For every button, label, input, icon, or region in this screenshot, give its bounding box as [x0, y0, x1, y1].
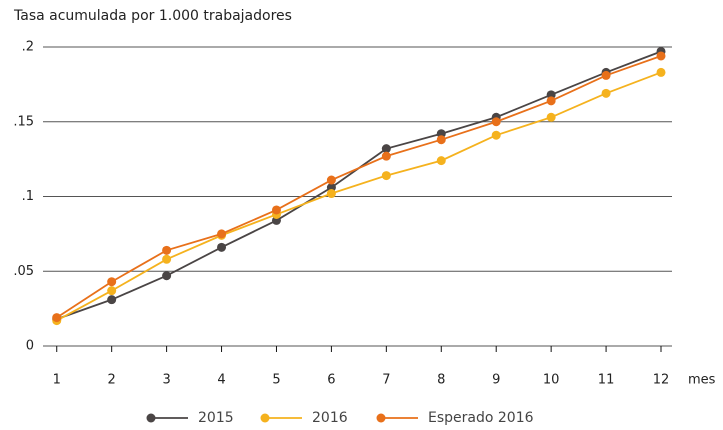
x-tick-label: 3	[162, 373, 170, 388]
data-point	[217, 242, 227, 252]
x-tick-label: 9	[492, 373, 500, 388]
legend-label: Esperado 2016	[428, 410, 534, 426]
y-tick-label: .15	[13, 114, 34, 129]
x-tick-label: 1	[53, 373, 61, 388]
data-point	[162, 245, 172, 255]
data-point	[656, 67, 666, 77]
x-axis-label: mes	[688, 373, 716, 388]
y-tick-label: .1	[22, 189, 34, 204]
legend-label: 2016	[312, 410, 348, 426]
data-point	[436, 156, 446, 166]
data-point	[436, 135, 446, 145]
legend-marker	[260, 413, 270, 423]
x-tick-label: 6	[327, 373, 335, 388]
data-point	[381, 171, 391, 181]
series-line	[56, 71, 662, 322]
y-tick-label: .05	[13, 264, 34, 279]
x-tick-label: 2	[108, 373, 116, 388]
x-tick-label: 10	[543, 373, 560, 388]
data-point	[326, 175, 336, 185]
data-point	[381, 144, 391, 154]
data-point	[381, 151, 391, 161]
y-tick-label: .2	[22, 40, 34, 55]
data-point	[601, 70, 611, 80]
data-point	[107, 295, 117, 305]
data-point	[217, 229, 227, 239]
x-tick-label: 11	[598, 373, 615, 388]
data-point	[52, 313, 62, 323]
data-point	[271, 205, 281, 215]
y-tick-label: 0	[26, 339, 34, 354]
data-point	[546, 112, 556, 122]
data-point	[491, 130, 501, 140]
data-point	[546, 96, 556, 106]
data-point	[107, 286, 117, 296]
x-tick-label: 7	[382, 373, 390, 388]
data-point	[491, 117, 501, 127]
x-tick-label: 5	[272, 373, 280, 388]
data-point	[601, 88, 611, 98]
legend-marker	[376, 413, 386, 423]
series-line	[56, 55, 662, 319]
data-point	[326, 189, 336, 199]
data-point	[162, 271, 172, 281]
x-tick-label: 12	[653, 373, 670, 388]
chart-title: Tasa acumulada por 1.000 trabajadores	[13, 8, 292, 24]
x-tick-label: 8	[437, 373, 445, 388]
data-point	[107, 277, 117, 287]
data-point	[656, 51, 666, 61]
data-point	[162, 254, 172, 264]
legend-label: 2015	[198, 410, 234, 426]
x-tick-label: 4	[217, 373, 225, 388]
legend-marker	[146, 413, 156, 423]
